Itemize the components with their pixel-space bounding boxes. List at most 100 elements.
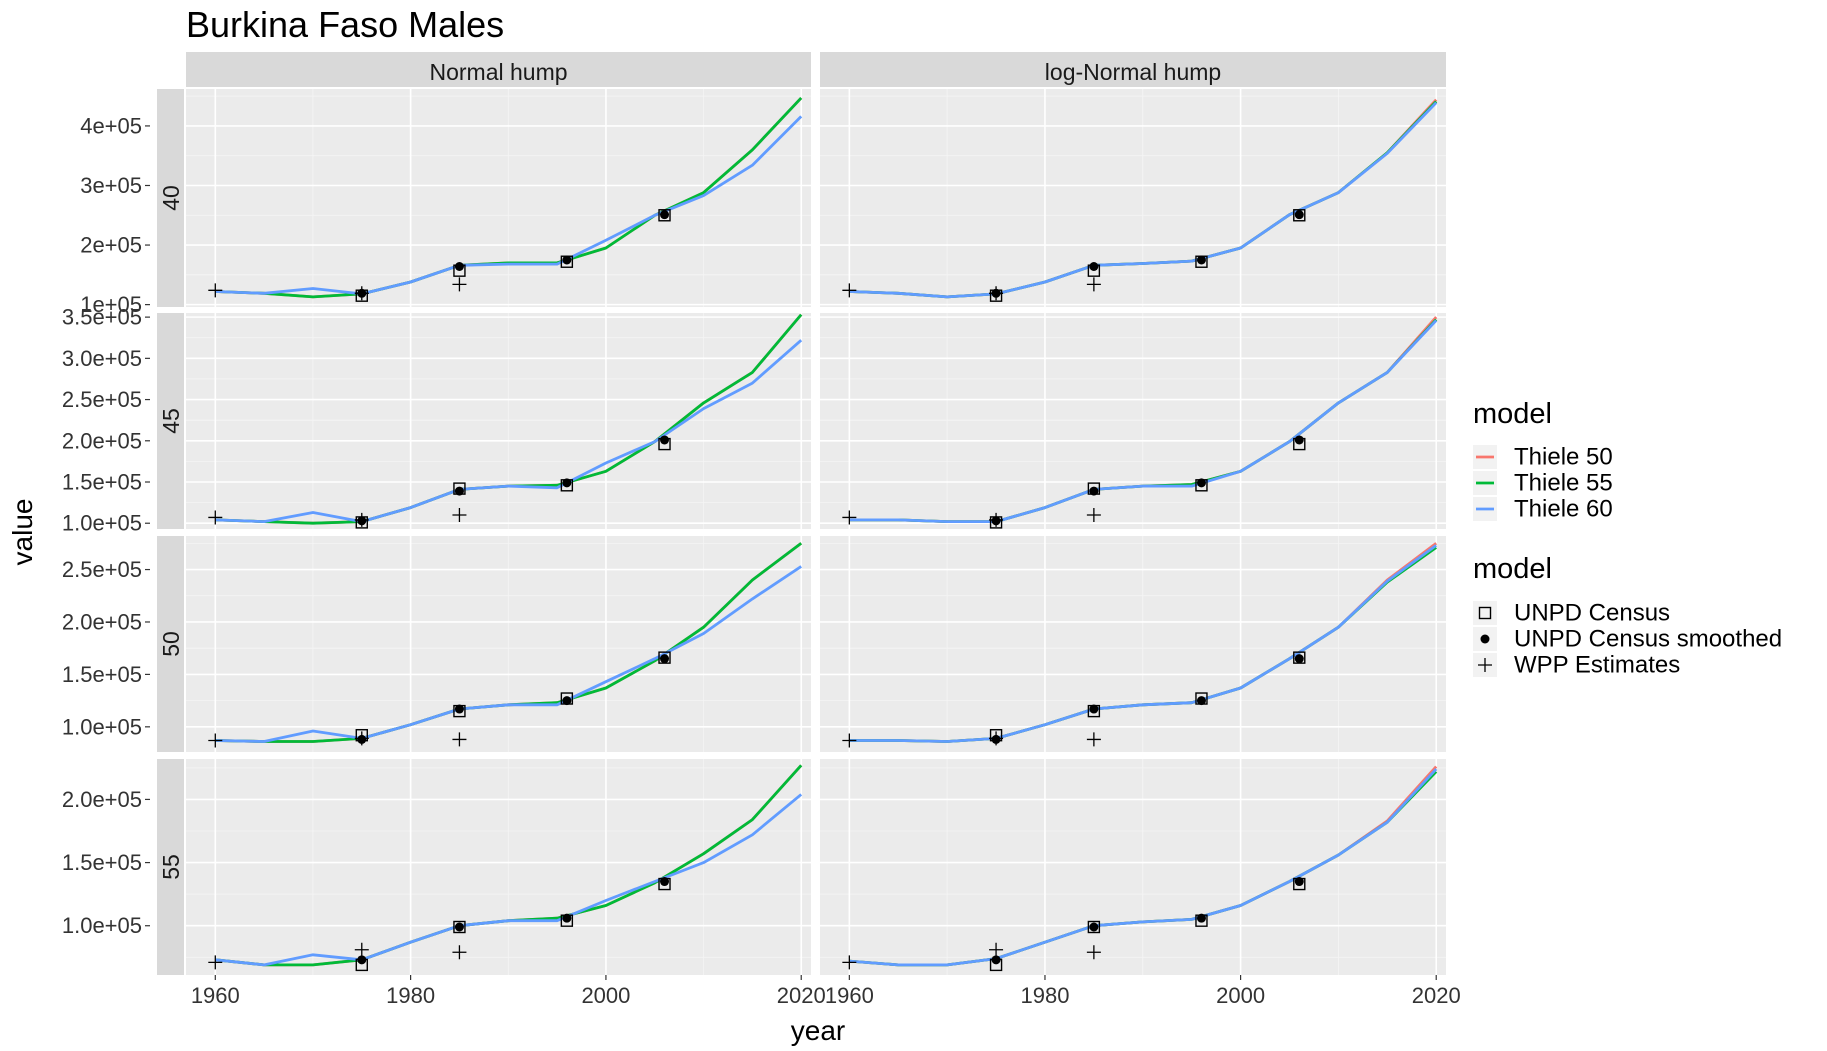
census-smoothed-point	[1089, 704, 1099, 714]
legend-title: model	[1473, 553, 1552, 585]
legend-label: UNPD Census smoothed	[1514, 626, 1782, 653]
census-smoothed-point	[1196, 696, 1206, 706]
x-tick-label: 2000	[581, 983, 630, 1008]
series-line-thiele-60	[215, 115, 803, 296]
wpp-estimate-point	[1086, 277, 1101, 292]
facet-strip-row	[157, 89, 184, 307]
y-tick-label: 2.0e+05	[62, 609, 142, 634]
legend-title: model	[1473, 398, 1552, 430]
census-smoothed-point	[1294, 654, 1304, 664]
wpp-estimate-point	[842, 283, 857, 298]
wpp-estimate-point	[842, 733, 857, 748]
y-tick-label: 1.0e+05	[62, 714, 142, 739]
wpp-estimate-point	[208, 733, 223, 748]
legend-plus-key	[1478, 658, 1492, 672]
census-smoothed-point	[1294, 877, 1304, 887]
chart-title: Burkina Faso Males	[186, 4, 504, 45]
x-tick-label: 1980	[386, 983, 435, 1008]
legend-square-key	[1478, 606, 1492, 620]
facet-strip-row-label: 40	[158, 185, 184, 211]
y-tick-label: 2.0e+05	[62, 428, 142, 453]
census-smoothed-point	[991, 288, 1001, 298]
series-line-thiele-60	[849, 101, 1438, 299]
wpp-estimate-point	[452, 732, 467, 747]
facet-strip-row	[157, 536, 184, 752]
series-line-thiele-60	[849, 768, 1438, 967]
y-tick-label: 1.0e+05	[62, 511, 142, 536]
facet-strip-column-label: log-Normal hump	[1045, 59, 1221, 85]
census-smoothed-point	[454, 922, 464, 932]
y-tick-label: 1.0e+05	[62, 913, 142, 938]
y-tick-label: 1e+05	[80, 292, 142, 317]
census-smoothed-point	[991, 955, 1001, 965]
census-smoothed-point	[660, 654, 670, 664]
wpp-estimate-point	[842, 510, 857, 525]
census-smoothed-point	[991, 516, 1001, 526]
wpp-estimate-point	[1086, 732, 1101, 747]
facet-strip-row	[157, 759, 184, 975]
wpp-estimate-point	[452, 277, 467, 292]
facet-strip-row-label: 55	[158, 854, 184, 880]
census-smoothed-point	[660, 435, 670, 445]
legend-label: Thiele 50	[1514, 444, 1613, 471]
panel-background	[186, 313, 811, 529]
y-axis-title: value	[7, 499, 38, 566]
x-tick-label: 1980	[1020, 983, 1069, 1008]
census-smoothed-point	[1196, 478, 1206, 488]
panel-background	[820, 313, 1446, 529]
legend-label: Thiele 55	[1514, 470, 1613, 497]
facet-strip-row	[157, 313, 184, 529]
panel-background	[820, 536, 1446, 752]
legend-label: WPP Estimates	[1514, 652, 1680, 679]
wpp-estimate-point	[989, 942, 1004, 957]
facet-strip-column-label: Normal hump	[429, 59, 567, 85]
y-tick-label: 3.5e+05	[62, 305, 142, 330]
series-line-thiele-60	[215, 793, 803, 967]
wpp-estimate-point	[1086, 507, 1101, 522]
y-tick-label: 3.0e+05	[62, 346, 142, 371]
legend-dot-key	[1480, 634, 1490, 644]
y-tick-label: 2.0e+05	[62, 787, 142, 812]
facet-strip-column	[186, 52, 811, 87]
census-smoothed-point	[454, 261, 464, 271]
wpp-estimate-point	[354, 942, 369, 957]
census-smoothed-point	[562, 255, 572, 265]
census-point	[1087, 920, 1101, 934]
x-tick-label: 2020	[1412, 983, 1461, 1008]
census-smoothed-point	[1294, 210, 1304, 220]
census-smoothed-point	[660, 210, 670, 220]
x-tick-label: 2020	[777, 983, 826, 1008]
legend-label: UNPD Census	[1514, 600, 1670, 627]
census-smoothed-point	[991, 734, 1001, 744]
census-smoothed-point	[562, 913, 572, 923]
y-tick-label: 2e+05	[80, 233, 142, 258]
census-smoothed-point	[660, 877, 670, 887]
census-point	[1293, 209, 1306, 222]
wpp-estimate-point	[208, 283, 223, 298]
census-point	[453, 920, 466, 934]
panel-background	[186, 536, 811, 752]
x-tick-label: 2000	[1216, 983, 1265, 1008]
census-smoothed-point	[357, 288, 367, 298]
y-tick-label: 1.5e+05	[62, 470, 142, 495]
y-tick-label: 1.5e+05	[62, 662, 142, 687]
y-tick-label: 2.5e+05	[62, 557, 142, 582]
panel-background	[820, 89, 1446, 307]
series-line-thiele-60	[215, 339, 803, 523]
series-line-thiele-60	[849, 544, 1438, 743]
facet-strip-column	[820, 52, 1446, 87]
census-smoothed-point	[357, 516, 367, 526]
census-smoothed-point	[454, 704, 464, 714]
census-smoothed-point	[357, 734, 367, 744]
census-point	[658, 209, 671, 222]
legend-label: Thiele 60	[1514, 496, 1613, 523]
y-tick-label: 3e+05	[80, 173, 142, 198]
wpp-estimate-point	[208, 955, 223, 970]
series-line-thiele-60	[849, 319, 1438, 523]
legend-key	[1473, 601, 1497, 625]
wpp-estimate-point	[208, 510, 223, 525]
wpp-estimate-point	[452, 507, 467, 522]
wpp-estimate-point	[452, 945, 467, 960]
census-smoothed-point	[562, 478, 572, 488]
